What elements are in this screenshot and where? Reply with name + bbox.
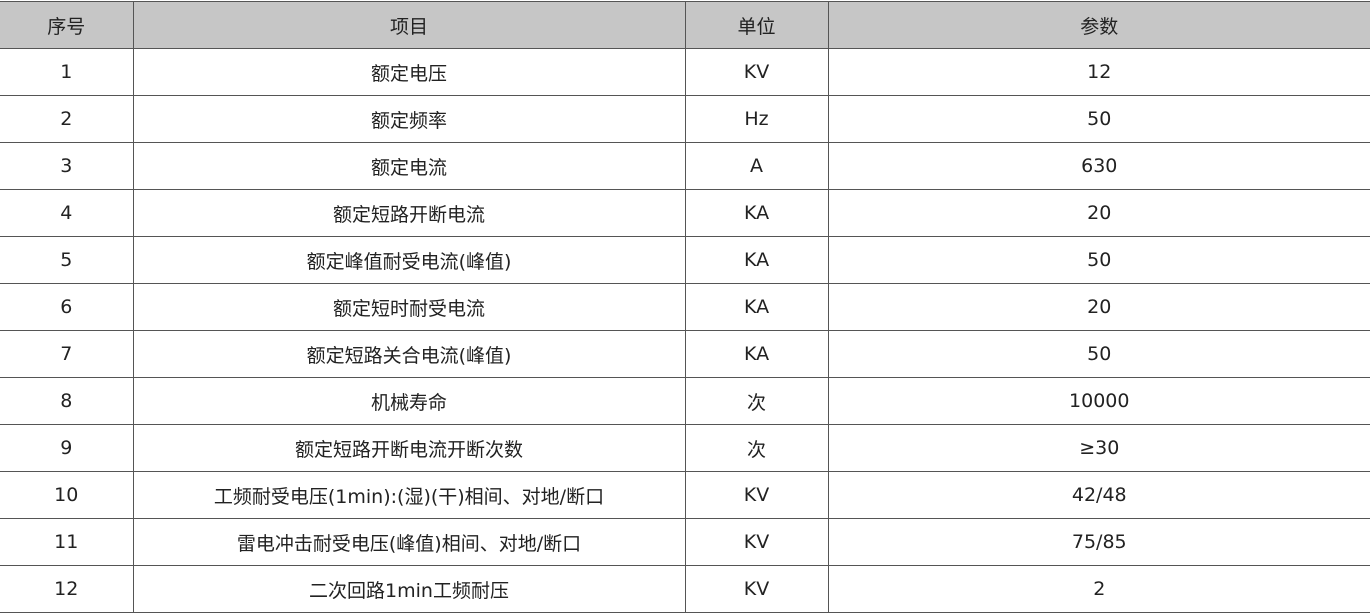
table-row: 8 机械寿命次 10000 (0, 377, 1370, 425)
cell-col-unit: KV (684, 48, 829, 96)
table-row: 3 额定电流 A 630 (0, 142, 1370, 190)
cell-col-item: 额定电压 (132, 48, 686, 96)
cell-col-unit: A (684, 142, 829, 190)
cell-col-unit: Hz (684, 95, 829, 143)
cell-col-value: 50 (827, 95, 1370, 143)
table-row: 10 工频耐受电压(1min):(湿)(干)相间、对地/断口 KV 42/48 (0, 471, 1370, 519)
cell-col-unit: KA (684, 189, 829, 237)
cell-col-value: 50 (827, 330, 1370, 378)
cell-col-unit: KV (684, 471, 829, 519)
cell-col-unit: 次 (684, 424, 829, 472)
cell-col-index: 10 (0, 471, 134, 519)
cell-col-item: 额定峰值耐受电流(峰值) (132, 236, 686, 284)
cell-col-item: 额定短路开断电流开断次数 (132, 424, 686, 472)
cell-col-value: 630 (827, 142, 1370, 190)
cell-col-value: 42/48 (827, 471, 1370, 519)
header-col-item: 项目 (132, 1, 686, 49)
cell-col-index: 12 (0, 565, 134, 613)
cell-col-item: 额定短时耐受电流 (132, 283, 686, 331)
cell-col-value: 20 (827, 189, 1370, 237)
table-row: 9 额定短路开断电流开断次数次 ≥30 (0, 424, 1370, 472)
cell-col-value: 12 (827, 48, 1370, 96)
cell-col-item: 额定频率 (132, 95, 686, 143)
cell-col-item: 额定电流 (132, 142, 686, 190)
cell-col-unit: KV (684, 518, 829, 566)
table-row: 4 额定短路开断电流 KA 20 (0, 189, 1370, 237)
cell-col-index: 3 (0, 142, 134, 190)
cell-col-item: 雷电冲击耐受电压(峰值)相间、对地/断口 (132, 518, 686, 566)
cell-col-unit: KA (684, 236, 829, 284)
cell-col-value: ≥30 (827, 424, 1370, 472)
cell-col-index: 2 (0, 95, 134, 143)
cell-col-value: 50 (827, 236, 1370, 284)
cell-col-item: 额定短路开断电流 (132, 189, 686, 237)
cell-col-index: 11 (0, 518, 134, 566)
cell-col-index: 9 (0, 424, 134, 472)
cell-col-value: 10000 (827, 377, 1370, 425)
cell-col-item: 工频耐受电压(1min):(湿)(干)相间、对地/断口 (132, 471, 686, 519)
cell-col-item: 额定短路关合电流(峰值) (132, 330, 686, 378)
cell-col-unit: 次 (684, 377, 829, 425)
table-row: 1 额定电压 KV 12 (0, 48, 1370, 96)
cell-col-index: 4 (0, 189, 134, 237)
table-row: 5 额定峰值耐受电流(峰值) KA 50 (0, 236, 1370, 284)
cell-col-unit: KV (684, 565, 829, 613)
header-row: 序号 项目 单位 参数 (0, 1, 1370, 49)
cell-col-index: 5 (0, 236, 134, 284)
cell-col-unit: KA (684, 283, 829, 331)
header-col-value: 参数 (827, 1, 1370, 49)
cell-col-index: 1 (0, 48, 134, 96)
table-row: 6 额定短时耐受电流 KA 20 (0, 283, 1370, 331)
cell-col-item: 二次回路1min工频耐压 (132, 565, 686, 613)
cell-col-item: 机械寿命 (132, 377, 686, 425)
table-row: 2 额定频率 Hz 50 (0, 95, 1370, 143)
table-row: 12 二次回路1min工频耐压 KV 2 (0, 565, 1370, 613)
header-col-unit: 单位 (684, 1, 829, 49)
cell-col-value: 2 (827, 565, 1370, 613)
cell-col-index: 7 (0, 330, 134, 378)
cell-col-index: 8 (0, 377, 134, 425)
cell-col-value: 20 (827, 283, 1370, 331)
table-row: 7 额定短路关合电流(峰值) KA 50 (0, 330, 1370, 378)
cell-col-index: 6 (0, 283, 134, 331)
table-row: 11 雷电冲击耐受电压(峰值)相间、对地/断口 KV 75/85 (0, 518, 1370, 566)
header-col-index: 序号 (0, 1, 134, 49)
cell-col-unit: KA (684, 330, 829, 378)
cell-col-value: 75/85 (827, 518, 1370, 566)
